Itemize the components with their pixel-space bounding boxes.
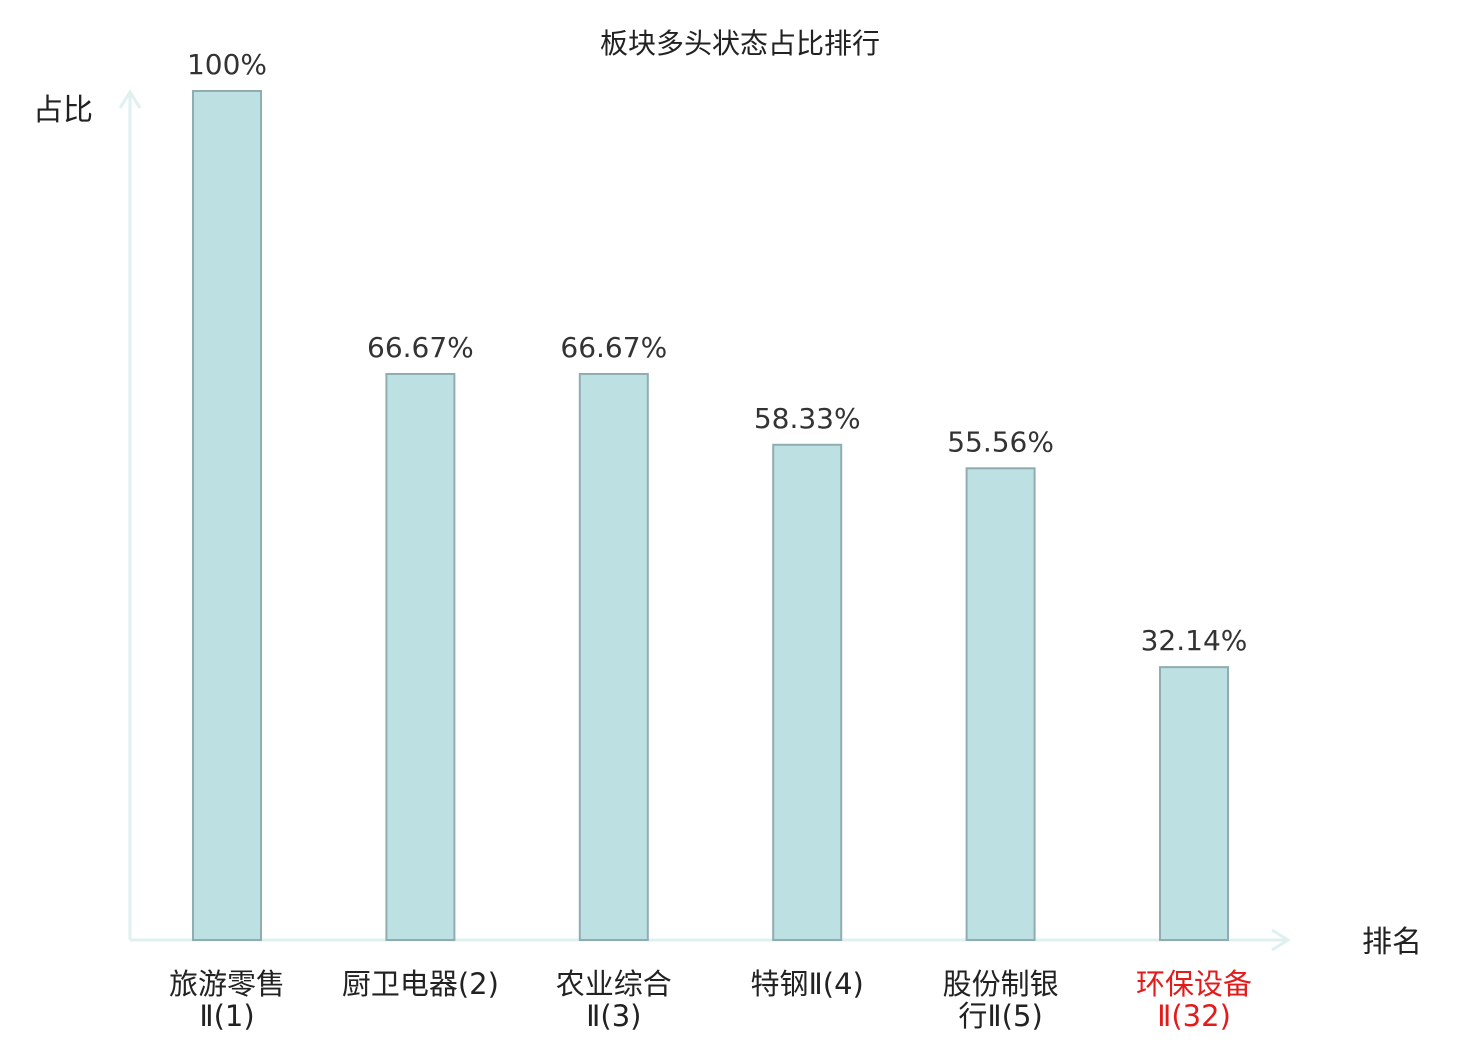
x-axis-arrow <box>1271 928 1291 952</box>
bar-value-label: 58.33% <box>754 402 861 435</box>
bar <box>578 372 649 942</box>
bar-value-label: 32.14% <box>1141 624 1248 657</box>
category-label: 特钢Ⅱ(4) <box>751 967 864 1001</box>
category-label-line2: 行Ⅱ(5) <box>958 999 1042 1033</box>
value-labels: 100% 66.67% 66.67% 58.33% 55.56% 32.14% <box>187 48 1247 657</box>
category-label: 农业综合 <box>556 967 672 1001</box>
axes <box>118 89 1291 952</box>
bar-value-label: 55.56% <box>947 425 1054 458</box>
bar <box>192 90 262 941</box>
category-label: 环保设备 <box>1136 967 1252 1001</box>
bar-value-label: 66.67% <box>560 331 667 364</box>
y-axis-arrow <box>118 89 142 109</box>
bar <box>772 443 843 941</box>
chart-title: 板块多头状态占比排行 <box>600 27 880 60</box>
category-label: 厨卫电器(2) <box>342 967 499 1001</box>
category-label-line2: Ⅱ(1) <box>199 999 254 1033</box>
y-axis-label: 占比 <box>33 93 93 128</box>
category-label: 旅游零售 <box>169 967 285 1001</box>
bars <box>192 90 1229 942</box>
bar <box>385 372 456 942</box>
bar <box>965 467 1036 941</box>
category-label: 股份制银 <box>943 967 1059 1001</box>
x-axis-label: 排名 <box>1362 925 1422 960</box>
category-label-line2: Ⅱ(3) <box>586 999 641 1033</box>
bar-value-label: 100% <box>187 48 267 81</box>
category-label-line2: Ⅱ(32) <box>1157 999 1231 1033</box>
bar <box>1159 666 1229 941</box>
bar-value-label: 66.67% <box>367 331 474 364</box>
